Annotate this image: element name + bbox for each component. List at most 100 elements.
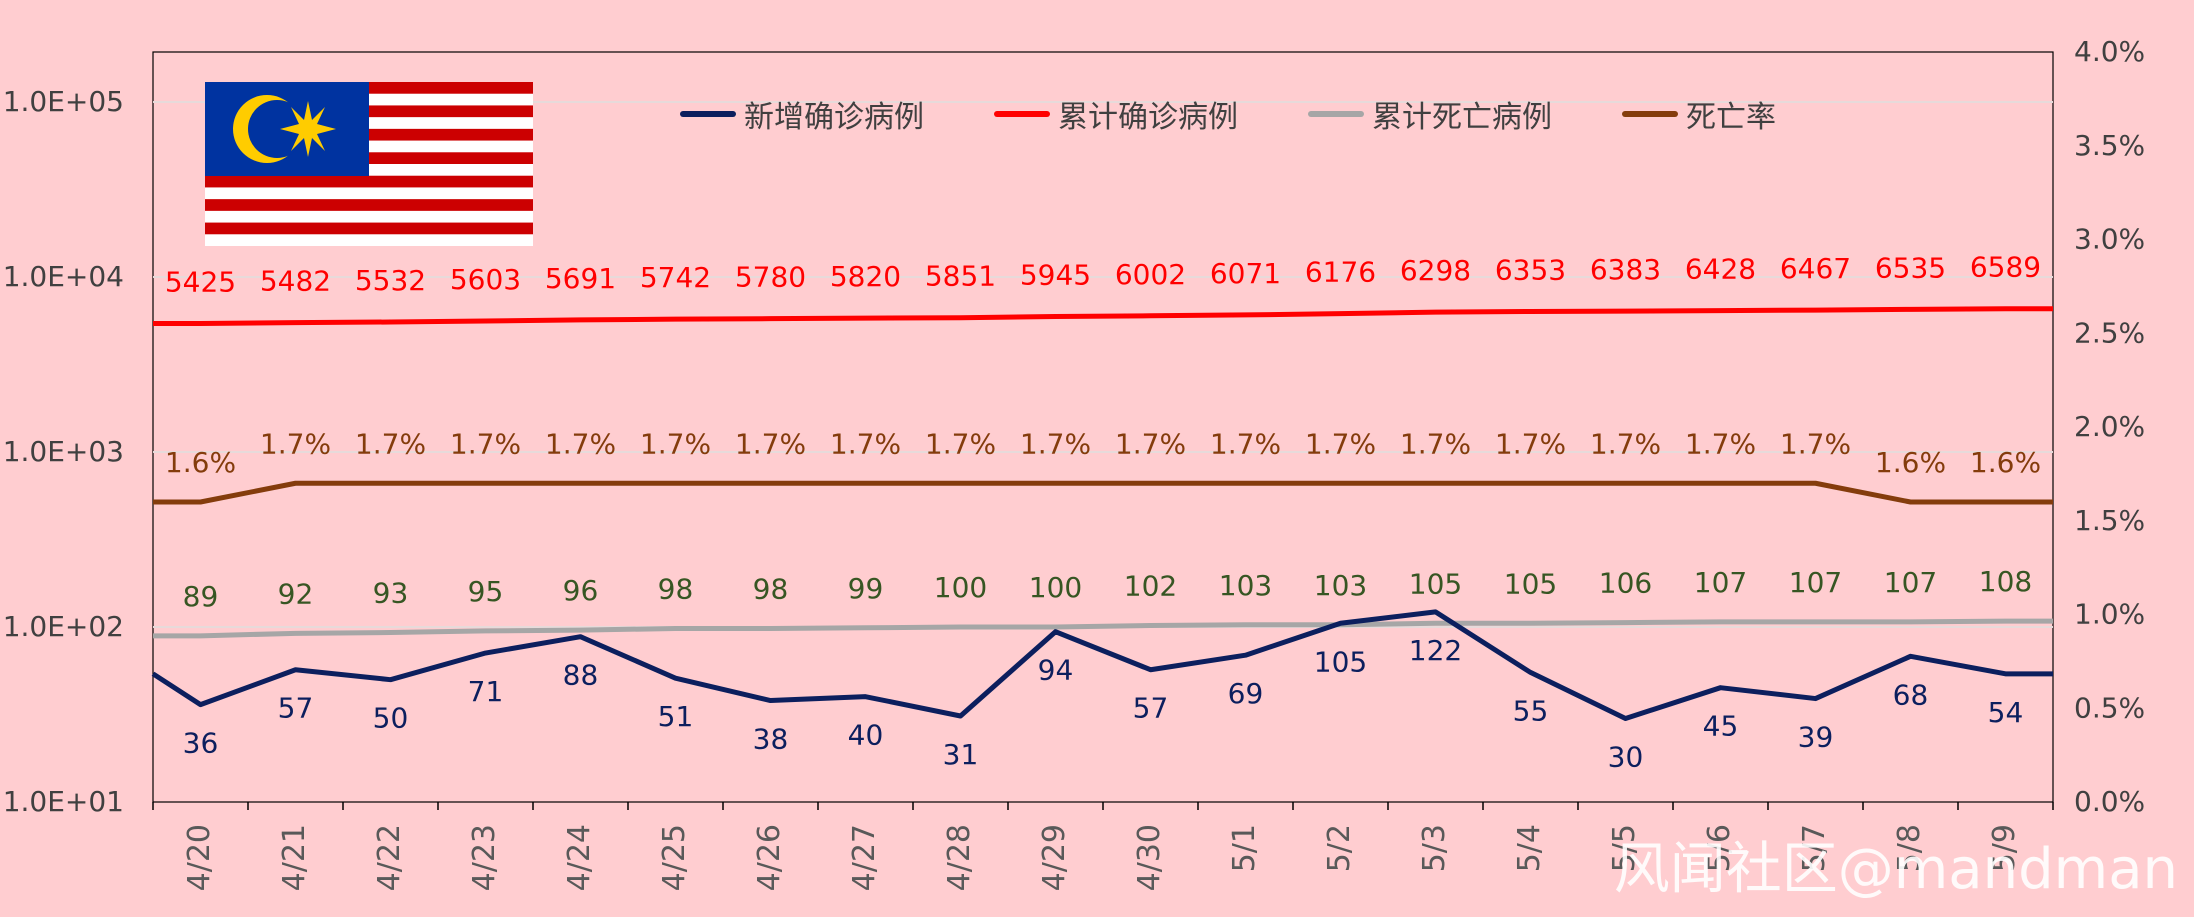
x-tick-label: 4/26 [752,824,787,891]
new-cases-label: 105 [1314,645,1367,678]
left-axis: 1.0E+01 1.0E+02 1.0E+03 1.0E+04 1.0E+05 [3,85,124,818]
right-tick-label: 3.0% [2074,223,2145,256]
cumulative-deaths-label: 93 [373,577,409,610]
cumulative-deaths-label: 89 [183,580,219,613]
x-tick-label: 5/3 [1417,824,1452,872]
left-tick-label: 1.0E+05 [3,85,124,118]
left-tick-label: 1.0E+03 [3,435,124,468]
legend-item-cumulative-deaths: 累计死亡病例 [1308,92,1552,136]
death-rate-label: 1.7% [1305,427,1376,460]
new-cases-label: 57 [278,692,314,725]
watermark: 风闻社区@mandman [1613,837,2178,902]
new-cases-label: 122 [1409,634,1462,667]
cumulative-deaths-label: 95 [468,575,504,608]
cumulative-cases-label: 6428 [1685,253,1756,286]
cumulative-cases-label: 6002 [1115,258,1186,291]
cumulative-cases-label: 6298 [1400,254,1471,287]
cumulative-cases-label: 6467 [1780,252,1851,285]
cumulative-cases-label: 6383 [1590,253,1661,286]
cumulative-cases-label: 6353 [1495,253,1566,286]
cumulative-deaths-label: 92 [278,577,314,610]
death-rate-label: 1.7% [1590,427,1661,460]
cumulative-cases-label: 6535 [1875,251,1946,284]
legend-item-new-cases: 新增确诊病例 [680,92,924,136]
new-cases-line [151,609,2053,722]
death-rate-label: 1.7% [1020,427,1091,460]
death-rate-line [153,480,2053,505]
legend-item-death-rate: 死亡率 [1622,92,1776,136]
new-cases-label: 39 [1798,721,1834,754]
new-cases-label: 51 [658,700,694,733]
cumulative-deaths-label: 100 [1029,571,1082,604]
left-tick-label: 1.0E+04 [3,260,124,293]
cumulative-cases-label: 5691 [545,262,616,295]
death-rate-label: 1.7% [1495,427,1566,460]
x-tick-label: 4/30 [1132,824,1167,891]
new-cases-label: 88 [563,659,599,692]
x-tick-label: 4/27 [847,824,882,891]
cumulative-deaths-label: 107 [1789,566,1842,599]
death-rate-label: 1.7% [735,427,806,460]
new-cases-label: 54 [1988,696,2024,729]
cumulative-cases-label: 5425 [165,265,236,298]
new-cases-label: 38 [753,723,789,756]
x-tick-label: 5/9 [1987,824,2022,872]
cumulative-cases-label: 6176 [1305,256,1376,289]
death-rate-label: 1.7% [1210,427,1281,460]
right-tick-label: 4.0% [2074,35,2145,68]
new-cases-label: 45 [1703,710,1739,743]
x-tick-label: 4/22 [372,824,407,891]
x-axis: 4/20 4/21 4/22 4/23 4/24 4/25 4/26 4/27 4/28 4/29… [152,802,2054,891]
cumulative-cases-label: 6589 [1970,251,2041,284]
new-cases-label: 31 [943,738,979,771]
cumulative-deaths-label: 107 [1694,566,1747,599]
series-layer [151,306,2053,722]
death-rate-label: 1.7% [1115,427,1186,460]
death-rate-label: 1.7% [1780,427,1851,460]
cumulative-deaths-label: 105 [1504,567,1557,600]
cumulative-deaths-label: 102 [1124,569,1177,602]
right-axis: 0.0% 0.5% 1.0% 1.5% 2.0% 2.5% 3.0% 3.5% 4.0% [2074,35,2145,818]
x-tick-label: 5/2 [1322,824,1357,872]
cumulative-cases-label: 5742 [640,261,711,294]
right-tick-label: 2.5% [2074,316,2145,349]
cumulative-cases-label: 5851 [925,260,996,293]
death-rate-label: 1.7% [260,427,331,460]
death-rate-label: 1.7% [355,427,426,460]
x-tick-label: 4/23 [467,824,502,891]
death-rate-label: 1.7% [640,427,711,460]
x-tick-label: 5/6 [1702,824,1737,872]
x-tick-label: 4/28 [942,824,977,891]
cumulative-deaths-line [153,618,2053,639]
left-tick-label: 1.0E+02 [3,610,124,643]
cumulative-deaths-label: 108 [1979,565,2032,598]
legend: 新增确诊病例 累计确诊病例 累计死亡病例 死亡率 [680,92,1776,136]
right-tick-label: 1.0% [2074,598,2145,631]
left-tick-label: 1.0E+01 [3,785,124,818]
cumulative-deaths-label: 103 [1314,569,1367,602]
cumulative-deaths-label: 106 [1599,567,1652,600]
right-tick-label: 3.5% [2074,129,2145,162]
cumulative-cases-label: 6071 [1210,257,1281,290]
death-rate-label: 1.7% [450,427,521,460]
cumulative-deaths-label: 99 [848,572,884,605]
x-tick-label: 5/7 [1797,824,1832,872]
cumulative-cases-line [153,306,2053,326]
x-tick-label: 4/25 [657,824,692,891]
right-tick-label: 1.5% [2074,504,2145,537]
death-rate-label: 1.6% [165,446,236,479]
right-tick-label: 0.5% [2074,691,2145,724]
new-cases-label: 71 [468,675,504,708]
legend-item-cumulative-cases: 累计确诊病例 [994,92,1238,136]
cumulative-cases-label: 5532 [355,264,426,297]
x-tick-label: 4/24 [562,824,597,891]
new-cases-label: 69 [1228,677,1264,710]
death-rate-label: 1.6% [1970,446,2041,479]
cumulative-deaths-label: 100 [934,571,987,604]
new-cases-label: 30 [1608,741,1644,774]
right-tick-label: 0.0% [2074,785,2145,818]
data-labels: 5425 5482 5532 5603 5691 5742 5780 5820 5851 5945… [165,251,2041,774]
cumulative-cases-label: 5780 [735,261,806,294]
x-tick-label: 5/8 [1892,824,1927,872]
